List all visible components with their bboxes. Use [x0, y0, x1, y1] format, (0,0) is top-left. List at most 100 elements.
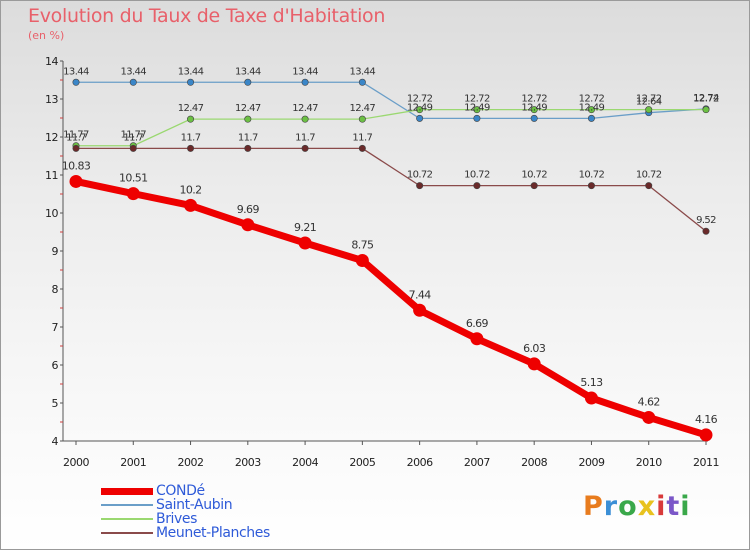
data-label-brives: 12.47	[178, 103, 204, 114]
y-tick-label: 5	[52, 397, 59, 410]
data-label-meunet-planches: 11.7	[352, 132, 372, 143]
data-label-meunet-planches: 11.7	[181, 132, 201, 143]
logo-letter: P	[583, 491, 604, 522]
data-point-saint-aubin	[301, 78, 309, 86]
data-label-meunet-planches: 11.7	[123, 132, 143, 143]
data-label-saint-aubin: 13.44	[120, 66, 146, 77]
data-point-saint-aubin	[244, 78, 252, 86]
data-point-meunet-planches	[244, 144, 252, 152]
data-point-brives	[187, 115, 195, 123]
data-point-cond-	[699, 428, 713, 442]
legend-item: Meunet-Planches	[101, 525, 321, 541]
data-point-meunet-planches	[129, 144, 137, 152]
data-point-brives	[244, 115, 252, 123]
proxiti-logo: Proxiti	[583, 491, 691, 522]
data-point-brives	[645, 106, 653, 114]
legend-swatch	[101, 532, 153, 534]
axes: 4 5 6 7 8 9 10 11 12 13 14 2000 2001 2002 2003 2004 2005…	[45, 55, 720, 469]
data-point-meunet-planches	[72, 144, 80, 152]
data-point-brives	[702, 106, 710, 114]
data-point-brives	[473, 106, 481, 114]
x-tick-label: 2009	[578, 456, 604, 469]
legend-item: CONDé	[101, 483, 321, 499]
data-label-meunet-planches: 11.7	[66, 132, 86, 143]
data-label-saint-aubin: 12.49	[521, 102, 547, 113]
logo-letter: i	[656, 491, 667, 522]
legend-swatch	[101, 504, 153, 506]
data-point-saint-aubin	[416, 114, 424, 122]
legend-label: CONDé	[156, 483, 205, 499]
data-point-saint-aubin	[72, 78, 80, 86]
data-label-cond-: 6.03	[523, 342, 546, 355]
x-tick-label: 2008	[521, 456, 547, 469]
y-tick-label: 10	[45, 207, 58, 220]
chart-title: Evolution du Taux de Taxe d'Habitation	[28, 5, 386, 27]
data-label-meunet-planches: 9.52	[696, 215, 716, 226]
data-label-saint-aubin: 12.49	[407, 102, 433, 113]
data-label-saint-aubin: 12.64	[636, 97, 662, 108]
y-tick-label: 14	[45, 55, 58, 68]
data-label-meunet-planches: 11.7	[295, 132, 315, 143]
x-tick-label: 2010	[636, 456, 662, 469]
x-tick-label: 2007	[464, 456, 490, 469]
data-point-saint-aubin	[129, 78, 137, 86]
data-point-cond-	[470, 332, 484, 346]
data-point-brives	[416, 106, 424, 114]
legend-item: Brives	[101, 511, 321, 527]
data-point-cond-	[642, 410, 656, 424]
data-point-brives	[530, 106, 538, 114]
data-label-brives: 12.72	[579, 94, 605, 105]
x-tick-label: 2005	[349, 456, 375, 469]
data-point-brives	[358, 115, 366, 123]
data-point-saint-aubin	[530, 114, 538, 122]
data-label-cond-: 9.21	[294, 221, 316, 234]
data-point-meunet-planches	[530, 182, 538, 190]
data-label-brives: 12.72	[521, 94, 547, 105]
data-label-meunet-planches: 10.72	[464, 170, 490, 181]
data-label-cond-: 4.62	[638, 395, 660, 408]
y-tick-label: 8	[52, 283, 59, 296]
legend-label: Meunet-Planches	[156, 525, 270, 541]
data-label-cond-: 9.69	[237, 203, 260, 216]
data-point-meunet-planches	[473, 182, 481, 190]
logo-letter: i	[680, 491, 691, 522]
data-label-saint-aubin: 13.44	[292, 66, 318, 77]
data-point-cond-	[184, 198, 198, 212]
data-point-saint-aubin	[187, 78, 195, 86]
data-point-meunet-planches	[301, 144, 309, 152]
data-point-cond-	[241, 218, 255, 232]
series-layer	[69, 78, 713, 442]
data-label-brives: 11.77	[63, 130, 89, 141]
data-label-saint-aubin: 12.74	[693, 93, 719, 104]
legend: CONDé Saint-Aubin Brives Meunet-Planches	[101, 483, 321, 541]
data-label-cond-: 10.2	[179, 183, 201, 196]
series-line-brives	[75, 108, 707, 147]
x-tick-label: 2000	[63, 456, 89, 469]
data-label-brives: 11.77	[120, 130, 146, 141]
data-point-meunet-planches	[358, 144, 366, 152]
data-point-meunet-planches	[187, 144, 195, 152]
series-line-meunet-planches	[75, 147, 707, 232]
logo-letter: t	[666, 491, 681, 522]
data-label-cond-: 7.44	[409, 288, 432, 301]
y-tick-label: 6	[52, 359, 59, 372]
series-line-cond-	[72, 177, 710, 439]
legend-item: Saint-Aubin	[101, 497, 321, 513]
data-label-brives: 12.47	[350, 103, 376, 114]
data-point-cond-	[413, 303, 427, 317]
x-tick-label: 2002	[178, 456, 204, 469]
data-label-saint-aubin: 13.44	[235, 66, 261, 77]
data-point-meunet-planches	[416, 182, 424, 190]
data-point-saint-aubin	[358, 78, 366, 86]
data-label-saint-aubin: 12.49	[464, 102, 490, 113]
data-label-saint-aubin: 13.44	[178, 66, 204, 77]
data-label-brives: 12.72	[464, 94, 490, 105]
data-label-brives: 12.47	[292, 103, 318, 114]
data-point-cond-	[527, 357, 541, 371]
data-point-cond-	[126, 187, 140, 201]
y-tick-label: 4	[52, 435, 59, 448]
x-tick-label: 2001	[120, 456, 146, 469]
data-label-saint-aubin: 13.44	[63, 66, 89, 77]
